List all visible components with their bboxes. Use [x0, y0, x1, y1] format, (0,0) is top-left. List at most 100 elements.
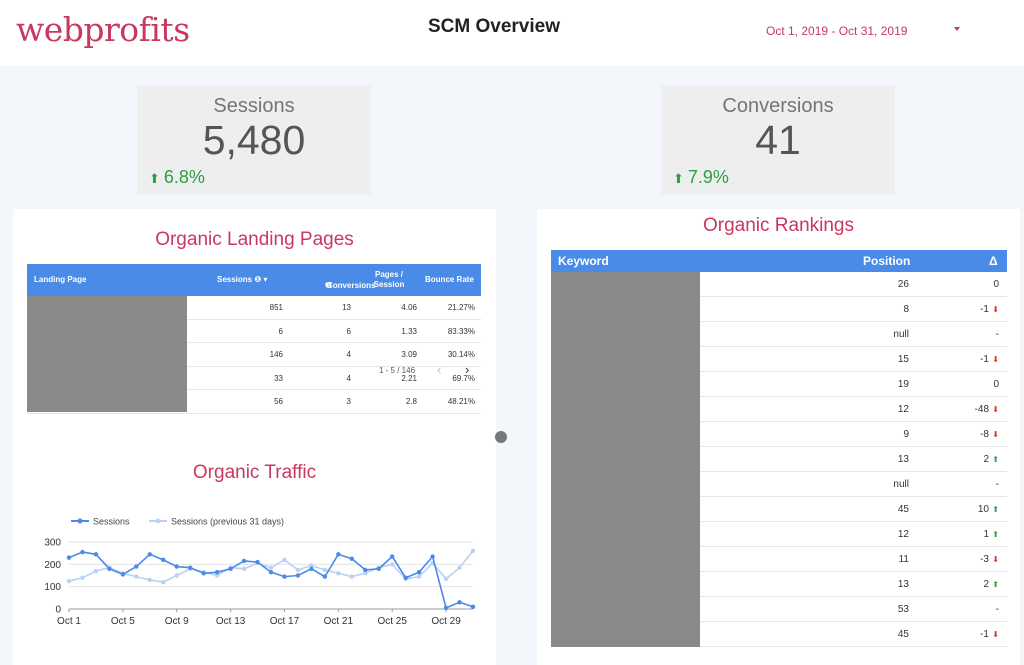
table-row[interactable]: 9 -8 ⬇ — [551, 422, 1007, 447]
data-point[interactable] — [390, 554, 395, 559]
col-landing-page[interactable]: Landing Page — [34, 275, 87, 284]
data-point[interactable] — [295, 573, 301, 578]
table-row[interactable]: 56 3 2.8 48.21% — [27, 390, 481, 414]
x-tick-label: Oct 21 — [324, 616, 354, 627]
data-point[interactable] — [363, 571, 368, 576]
table-row[interactable]: 6 6 1.33 83.33% — [27, 320, 481, 343]
data-point[interactable] — [134, 564, 139, 569]
col-sessions[interactable]: Sessions ❶ ▾ — [217, 275, 268, 284]
data-point[interactable] — [363, 567, 368, 573]
table-row[interactable]: 11 -3 ⬇ — [551, 547, 1007, 572]
data-point[interactable] — [295, 567, 301, 573]
data-point[interactable] — [214, 569, 220, 575]
traffic-title: Organic Traffic — [192, 462, 317, 483]
data-point[interactable] — [66, 578, 72, 584]
table-row[interactable]: 45 -1 ⬇ — [551, 622, 1007, 647]
date-range-picker[interactable]: Oct 1, 2019 - Oct 31, 2019 — [766, 24, 908, 38]
col-delta[interactable]: Δ — [989, 254, 998, 268]
data-point[interactable] — [322, 567, 328, 573]
data-point[interactable] — [93, 552, 99, 557]
data-point[interactable] — [443, 605, 449, 611]
table-row[interactable]: 8 -1 ⬇ — [551, 297, 1007, 322]
data-point[interactable] — [336, 552, 341, 557]
data-point[interactable] — [416, 569, 422, 575]
col-pages-session[interactable]: Pages / Session — [373, 270, 405, 289]
resize-handle[interactable] — [495, 431, 507, 443]
cell-delta: -1 — [980, 354, 989, 365]
arrow-down-icon: ⬇ — [992, 405, 999, 414]
table-row[interactable]: null - — [551, 472, 1007, 497]
col-conversions[interactable]: Conversions ❶ ▾ — [297, 270, 375, 290]
data-point[interactable] — [309, 566, 314, 571]
data-point[interactable] — [241, 566, 247, 571]
data-point[interactable] — [282, 557, 287, 563]
data-point[interactable] — [322, 574, 328, 579]
data-point[interactable] — [66, 555, 72, 560]
chevron-down-icon[interactable] — [954, 27, 960, 31]
data-point[interactable] — [443, 576, 449, 582]
arrow-down-icon: ⬇ — [992, 355, 999, 364]
data-point[interactable] — [457, 600, 462, 605]
data-point[interactable] — [268, 565, 274, 570]
data-point[interactable] — [80, 549, 85, 555]
data-point[interactable] — [214, 573, 220, 578]
table-row[interactable]: null - — [551, 322, 1007, 347]
cell-sessions: 6 — [278, 326, 283, 336]
chevron-right-icon[interactable]: › — [465, 362, 470, 377]
data-point[interactable] — [403, 575, 408, 580]
kpi-label: Sessions — [213, 95, 295, 117]
table-row[interactable]: 26 0 — [551, 272, 1007, 297]
data-point[interactable] — [309, 563, 314, 568]
col-position[interactable]: Position — [863, 254, 911, 268]
brand-logo[interactable]: webprofits — [16, 10, 190, 49]
data-point[interactable] — [147, 577, 152, 583]
data-point[interactable] — [201, 571, 206, 576]
table-row[interactable]: 45 10 ⬆ — [551, 497, 1007, 522]
table-row[interactable]: 33 4 2.21 69.7% — [27, 367, 481, 390]
arrow-up-icon: ⬆ — [992, 455, 999, 464]
data-point[interactable] — [268, 569, 274, 575]
table-row[interactable]: 146 4 3.09 30.14% — [27, 343, 481, 367]
data-point[interactable] — [228, 566, 233, 571]
data-point[interactable] — [416, 574, 422, 579]
data-point[interactable] — [93, 568, 99, 574]
table-row[interactable]: 53 - — [551, 597, 1007, 622]
x-tick-label: Oct 25 — [377, 616, 407, 627]
data-point[interactable] — [161, 557, 166, 563]
data-point[interactable] — [470, 604, 476, 609]
table-row[interactable]: 851 13 4.06 21.27% — [27, 296, 481, 320]
data-point[interactable] — [107, 566, 112, 571]
data-point[interactable] — [120, 572, 126, 577]
data-point[interactable] — [430, 554, 435, 559]
data-point[interactable] — [161, 580, 166, 585]
data-point[interactable] — [174, 573, 179, 578]
data-point[interactable] — [255, 559, 260, 565]
data-point[interactable] — [376, 566, 381, 571]
col-keyword[interactable]: Keyword — [558, 254, 609, 268]
data-point[interactable] — [349, 574, 354, 579]
table-row[interactable]: 13 2 ⬆ — [551, 572, 1007, 597]
data-point[interactable] — [147, 552, 152, 557]
cell-conversions: 4 — [346, 373, 351, 383]
table-header: Keyword Position Δ — [551, 250, 1007, 272]
table-row[interactable]: 15 -1 ⬇ — [551, 347, 1007, 372]
data-point[interactable] — [349, 556, 354, 561]
data-point[interactable] — [174, 564, 179, 569]
table-row[interactable]: 19 0 — [551, 372, 1007, 397]
data-point[interactable] — [470, 548, 476, 554]
table-row[interactable]: 12 1 ⬆ — [551, 522, 1007, 547]
data-point[interactable] — [390, 562, 395, 567]
data-point[interactable] — [282, 574, 287, 579]
data-point[interactable] — [80, 575, 85, 580]
chevron-left-icon[interactable]: ‹ — [437, 362, 442, 377]
data-point[interactable] — [241, 558, 247, 564]
data-point[interactable] — [336, 571, 341, 576]
table-row[interactable]: 13 2 ⬆ — [551, 447, 1007, 472]
data-point[interactable] — [134, 574, 139, 579]
arrow-down-icon: ⬇ — [992, 430, 999, 439]
data-point[interactable] — [457, 565, 462, 570]
table-row[interactable]: 12 -48 ⬇ — [551, 397, 1007, 422]
data-point[interactable] — [188, 565, 193, 570]
cell-position: 13 — [897, 579, 909, 590]
col-bounce-rate[interactable]: Bounce Rate — [425, 275, 474, 284]
